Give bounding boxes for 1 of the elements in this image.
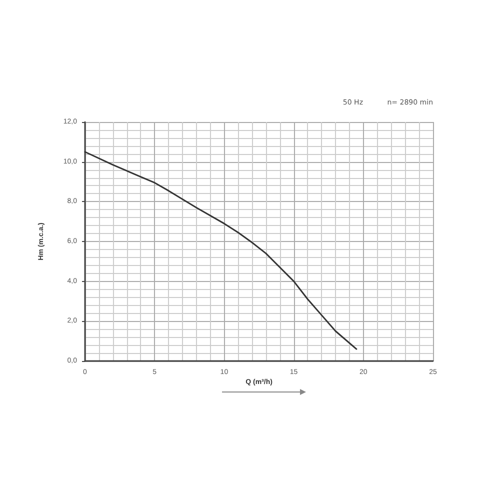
line-series bbox=[84, 151, 358, 350]
